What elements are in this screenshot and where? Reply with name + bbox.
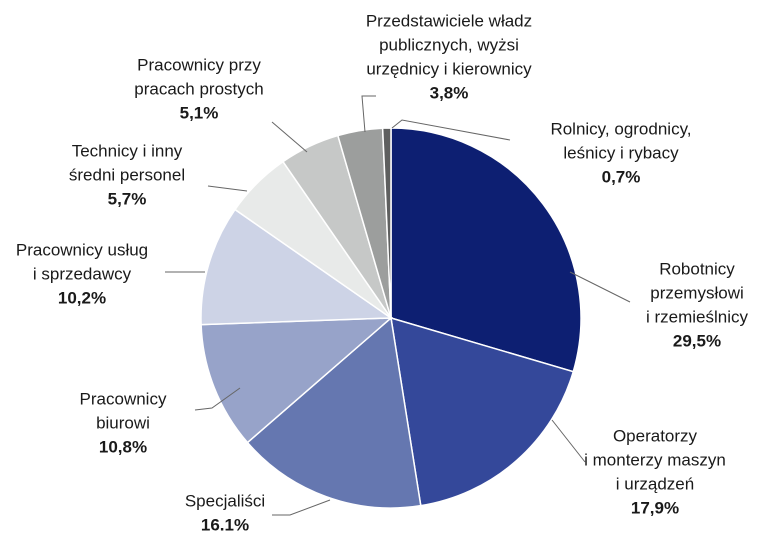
slice-value-label: 17,9% [631,498,679,517]
slice-label: średni personel [69,165,185,184]
pie-slice [390,127,582,373]
slice-value-label: 0,7% [602,167,641,186]
slice-value-label: 10,8% [99,437,147,456]
slice-value-label: 16.1% [201,515,249,534]
leader-line [391,119,511,141]
slice-value-label: 5,7% [108,189,147,208]
slice-value-label: 10,2% [58,288,106,307]
slice-label: urzędnicy i kierownicy [366,59,532,78]
slice-label: biurowi [96,413,150,432]
slice-label: Technicy i inny [72,141,183,160]
slice-label: publicznych, wyżsi [379,35,519,54]
leader-line [194,387,241,411]
pie-slice [390,316,575,507]
slice-label: i monterzy maszyn [584,450,726,469]
pie-slice [200,208,394,326]
leader-line [361,95,376,133]
pie-slice [200,317,394,444]
slice-value-label: 29,5% [673,331,721,350]
slice-label: Przedstawiciele władz [366,11,532,30]
slice-label: leśnicy i rybacy [563,143,679,162]
slice-label: Operatorzy [613,426,698,445]
slice-value-label: 5,1% [180,103,219,122]
slice-label: Pracownicy [80,389,167,408]
pie-slice [246,316,422,509]
slice-label: Pracownicy przy [137,55,261,74]
slice-label: Robotnicy [659,259,735,278]
slice-label: Specjaliści [185,491,265,510]
slice-label: pracach prostych [134,79,263,98]
pie-slice [381,127,392,319]
slice-label: i rzemieślnicy [646,307,749,326]
leader-line [271,121,308,153]
slice-label: Pracownicy usług [16,240,148,259]
leader-line [207,185,248,192]
slice-label: i sprzedawcy [33,264,132,283]
leader-line [272,499,331,516]
slice-value-label: 3,8% [430,83,469,102]
slice-label: przemysłowi [650,283,744,302]
slice-label: Rolnicy, ogrodnicy, [550,119,691,138]
leader-line [569,271,631,303]
slice-label: i urządzeń [616,474,694,493]
leader-line [551,419,586,463]
